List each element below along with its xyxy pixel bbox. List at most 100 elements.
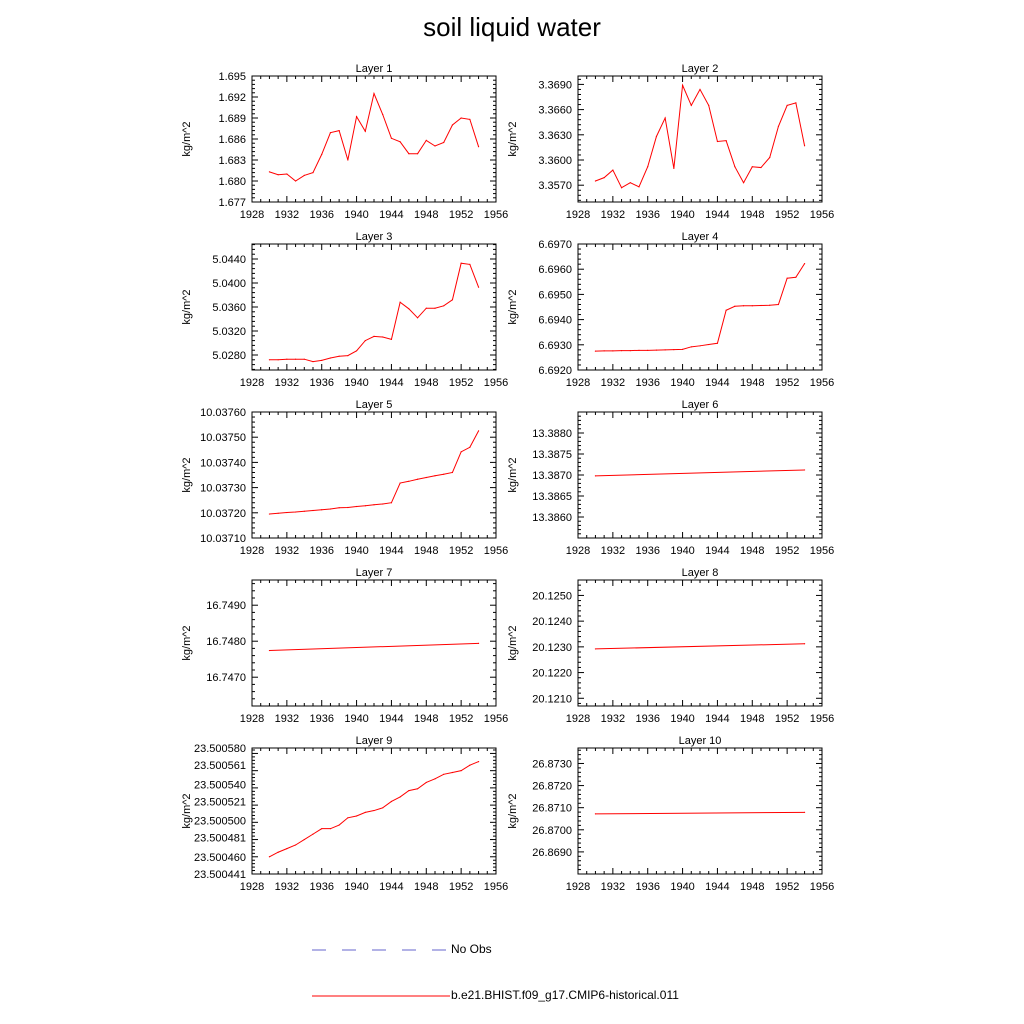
x-tick-label: 1940 (670, 713, 694, 725)
data-point (434, 475, 436, 477)
data-point (594, 475, 597, 477)
data-point (469, 118, 471, 120)
data-point (451, 771, 454, 774)
x-tick-label: 1944 (705, 377, 729, 389)
data-point (355, 505, 358, 508)
y-tick-label: 20.1210 (532, 693, 572, 705)
x-tick-label: 1928 (240, 881, 264, 893)
y-axis-label: kg/m^2 (507, 289, 519, 324)
y-tick-label: 20.1230 (532, 642, 572, 654)
data-point (786, 277, 788, 279)
y-axis-label: kg/m^2 (507, 457, 519, 492)
data-point (312, 509, 314, 512)
data-point (716, 342, 719, 344)
data-point (699, 88, 701, 91)
data-point (708, 343, 710, 346)
data-point (408, 308, 410, 310)
data-point (699, 345, 701, 347)
data-point (594, 813, 597, 815)
x-tick-label: 1944 (379, 209, 403, 221)
y-tick-label: 13.3870 (532, 470, 572, 482)
y-tick-label: 5.0400 (212, 278, 246, 290)
data-point (321, 509, 323, 511)
y-axis-label: kg/m^2 (181, 289, 193, 324)
x-tick-label: 1932 (275, 713, 299, 725)
panel-title: Layer 2 (682, 63, 719, 75)
data-point (425, 307, 427, 309)
data-point (294, 358, 297, 360)
data-point (769, 304, 771, 306)
y-tick-label: 20.1250 (532, 590, 572, 602)
x-tick-label: 1944 (379, 377, 403, 389)
x-tick-label: 1952 (775, 881, 799, 893)
data-point (329, 132, 332, 134)
x-tick-label: 1936 (635, 209, 659, 221)
data-point (443, 473, 445, 475)
y-tick-label: 23.500481 (194, 833, 246, 845)
chart-panel-layer-10: Layer 10 kg/m^2 1928 1932 1936 1940 1944 1948 19… (507, 735, 834, 893)
y-tick-label: 1.695 (218, 71, 246, 83)
data-point (321, 153, 323, 155)
x-tick-label: 1936 (635, 545, 659, 557)
chart-panel-layer-6: Layer 6 kg/m^2 1928 1932 1936 1940 1944 1948 195… (507, 399, 834, 557)
data-point (460, 262, 462, 264)
data-point (382, 807, 384, 809)
x-tick-label: 1936 (309, 377, 333, 389)
data-point (277, 174, 279, 176)
x-tick-label: 1932 (601, 713, 625, 725)
y-tick-label: 23.500441 (194, 869, 246, 881)
figure-title: soil liquid water (423, 12, 601, 42)
x-tick-label: 1936 (635, 713, 659, 725)
data-point (803, 145, 806, 147)
x-tick-label: 1944 (705, 209, 729, 221)
data-point (673, 167, 675, 169)
data-point (477, 146, 480, 148)
y-tick-label: 26.8710 (532, 803, 572, 815)
x-tick-label: 1952 (775, 209, 799, 221)
y-tick-label: 10.03750 (200, 432, 246, 444)
data-point (803, 643, 806, 645)
x-tick-label: 1932 (275, 545, 299, 557)
x-tick-label: 1956 (484, 881, 508, 893)
data-point (742, 305, 745, 307)
data-point (594, 350, 597, 352)
data-point (286, 848, 288, 850)
data-point (408, 480, 410, 482)
data-point (603, 177, 605, 179)
y-axis-label: kg/m^2 (181, 121, 193, 156)
data-point (355, 116, 358, 118)
chart-panel-layer-8: Layer 8 kg/m^2 1928 1932 1936 1940 1944 1948 195… (507, 567, 834, 725)
data-point (803, 263, 806, 265)
data-point (303, 174, 305, 176)
x-tick-label: 1956 (810, 881, 834, 893)
data-point (469, 263, 471, 265)
data-point (777, 303, 780, 306)
y-tick-label: 10.03730 (200, 483, 246, 495)
x-tick-label: 1952 (449, 881, 473, 893)
y-tick-label: 23.500500 (194, 816, 246, 828)
panel-title: Layer 9 (356, 735, 393, 747)
data-point (338, 355, 340, 357)
x-tick-label: 1932 (275, 209, 299, 221)
x-tick-label: 1936 (309, 545, 333, 557)
data-point (286, 173, 288, 175)
data-point (286, 358, 288, 360)
panel-title: Layer 7 (356, 567, 393, 579)
data-point (469, 446, 471, 448)
data-point (477, 430, 480, 432)
x-tick-label: 1940 (344, 209, 368, 221)
data-point (760, 304, 762, 307)
data-point (795, 102, 797, 104)
x-tick-label: 1936 (309, 881, 333, 893)
data-point (681, 348, 684, 350)
data-point (612, 350, 614, 352)
data-point (460, 117, 462, 119)
data-point (751, 305, 753, 307)
data-point (690, 104, 692, 106)
x-tick-label: 1948 (414, 881, 438, 893)
y-tick-label: 6.6950 (538, 289, 572, 301)
x-tick-label: 1952 (449, 713, 473, 725)
x-tick-label: 1940 (670, 881, 694, 893)
data-point (708, 104, 710, 106)
